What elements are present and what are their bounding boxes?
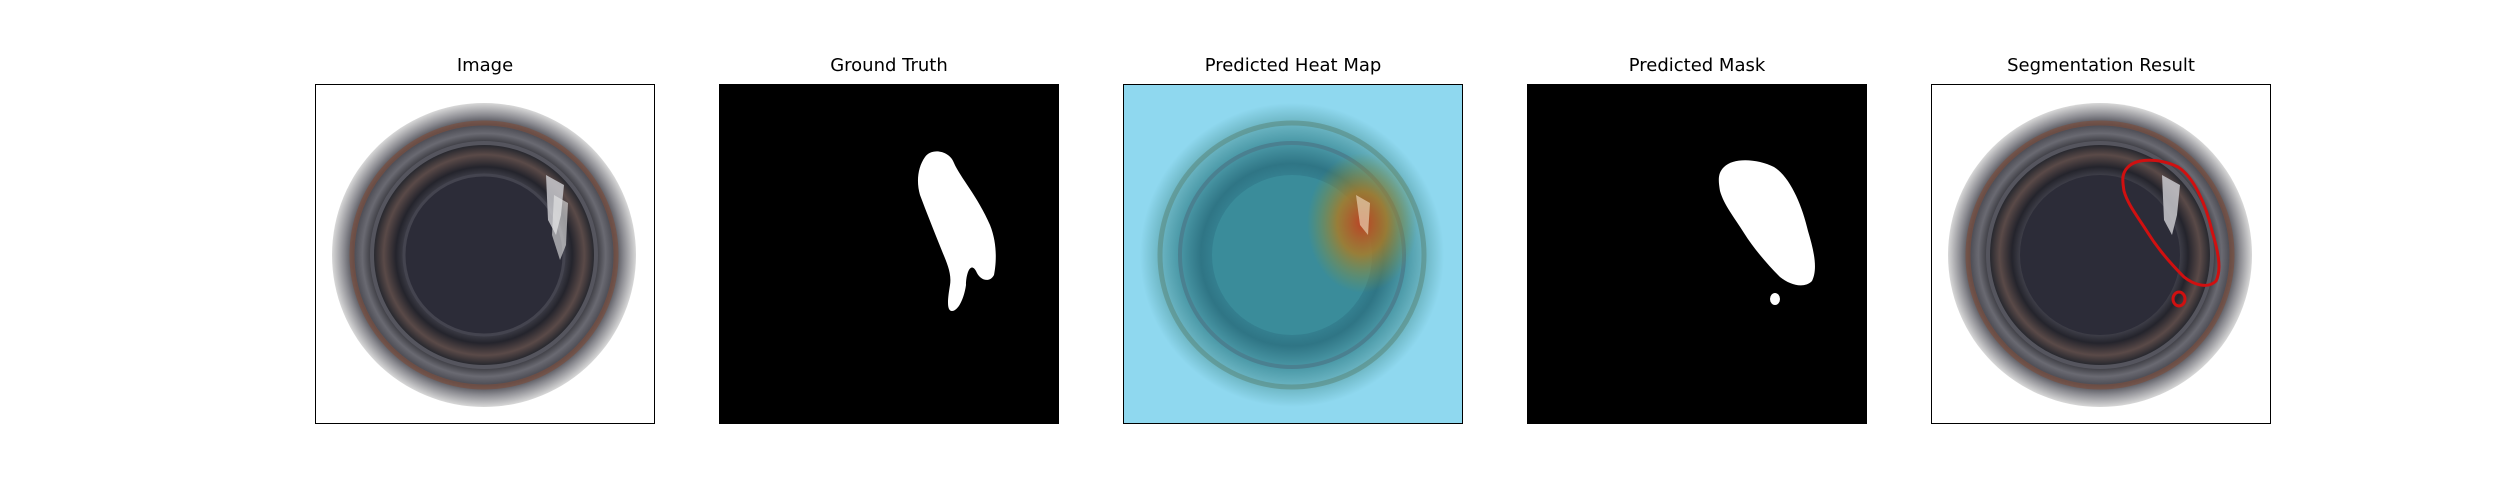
panel-title-predicted-mask: Predicted Mask xyxy=(1628,55,1766,76)
bottle-image xyxy=(315,84,655,424)
panel-title-segmentation-result: Segmentation Result xyxy=(2007,55,2195,76)
panel-title-image: Image xyxy=(456,55,514,76)
heatmap-overlay xyxy=(1123,84,1463,424)
predicted-mask xyxy=(1527,84,1867,424)
panel-title-ground-truth: Ground Truth xyxy=(830,55,948,76)
ground-truth-mask xyxy=(719,84,1059,424)
segmentation-overlay xyxy=(1931,84,2271,424)
panel-title-heatmap: Predicted Heat Map xyxy=(1204,55,1382,76)
